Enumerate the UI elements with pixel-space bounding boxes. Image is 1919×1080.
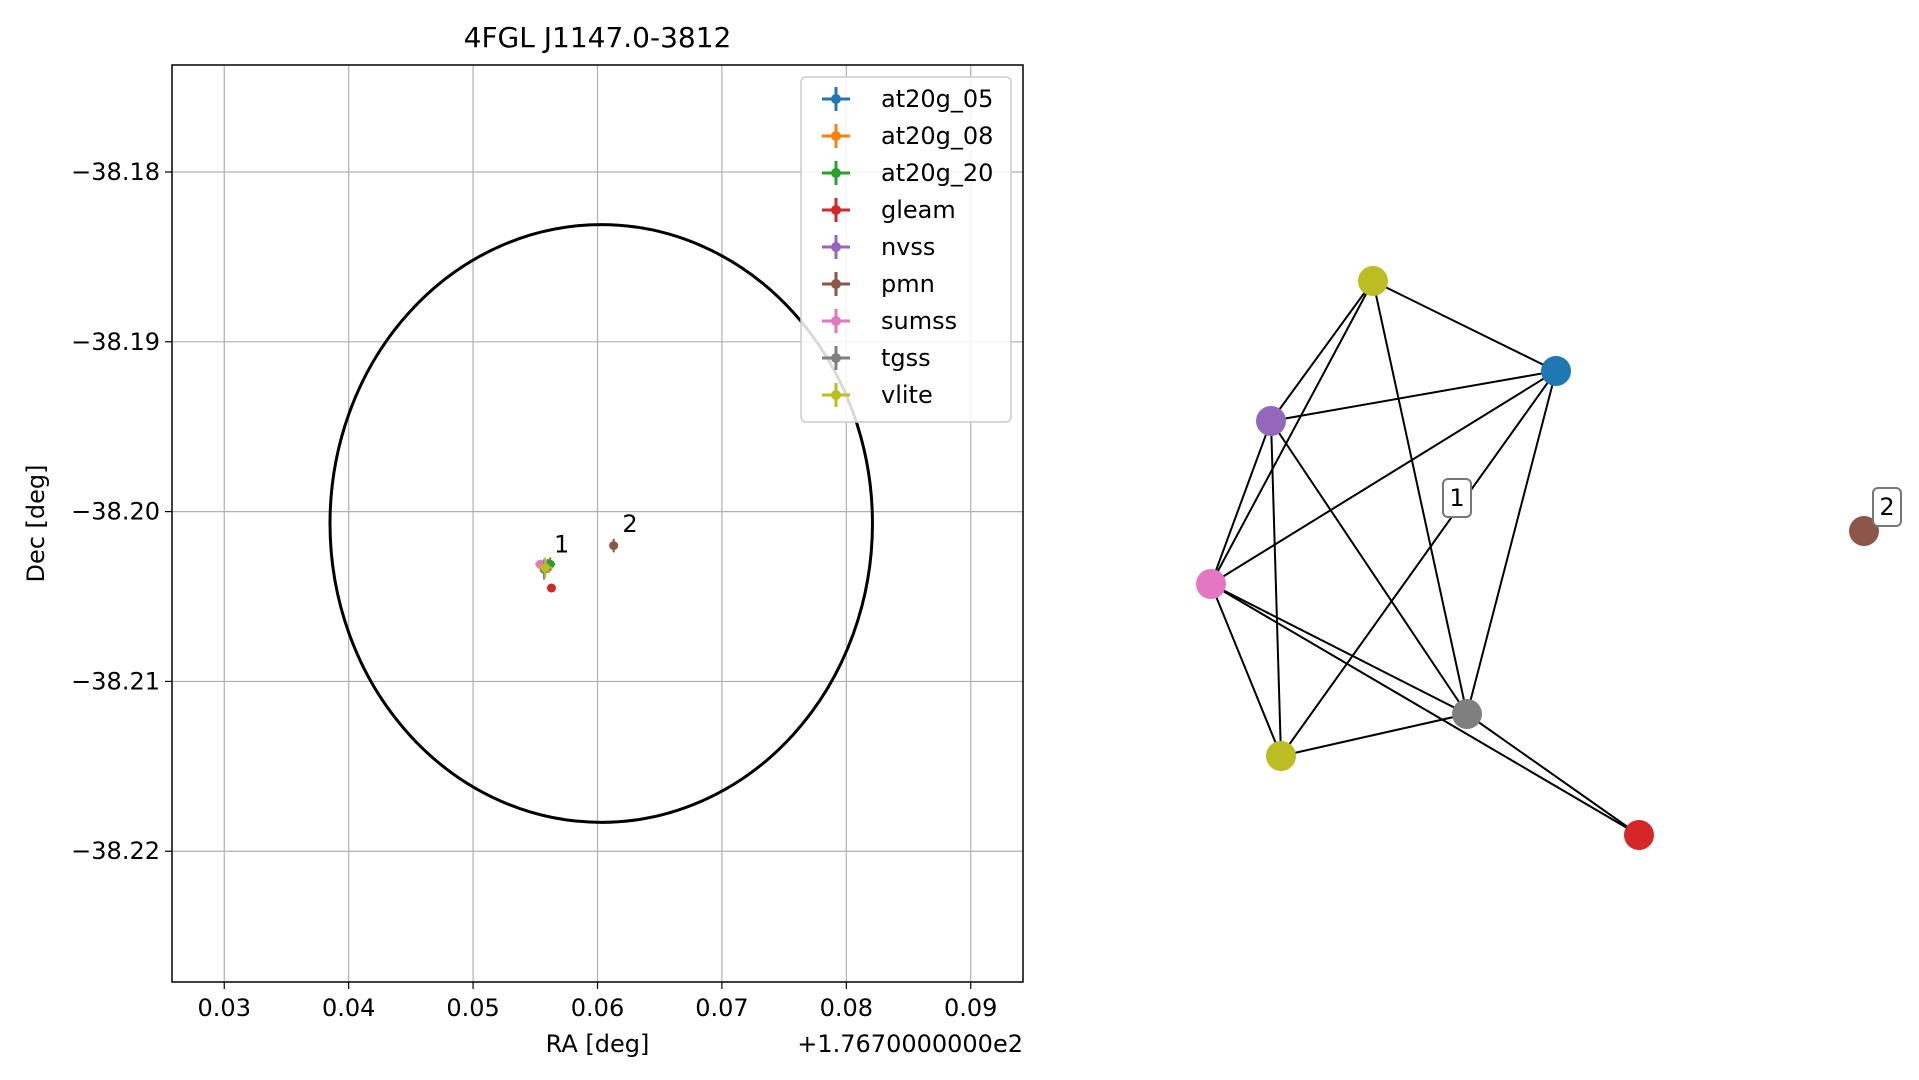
y-tick-label: −38.18 — [71, 158, 160, 186]
legend-label: at20g_08 — [881, 122, 993, 150]
x-axis-label: RA [deg] — [546, 1030, 650, 1058]
graph-node-nvss — [1256, 406, 1286, 436]
legend-marker-dot — [831, 94, 841, 104]
graph-node-pmn — [1849, 516, 1879, 546]
legend-box — [800, 76, 1012, 423]
sky-position-plot: 12 0.03 0.04 0.05 0.06 0.07 0.08 0.09−38.18−38… — [22, 21, 1024, 1058]
data-points — [535, 538, 619, 593]
legend-label: gleam — [881, 196, 956, 224]
legend-entry-nvss: nvss — [822, 233, 935, 261]
x-tick-label: 0.06 — [571, 994, 624, 1022]
point-marker — [540, 563, 550, 573]
graph-edge — [1466, 713, 1640, 836]
graph-node-at20g — [1541, 356, 1571, 386]
point-marker — [609, 541, 619, 551]
legend-marker-dot — [831, 279, 841, 289]
graph-node-vlite_b — [1266, 741, 1296, 771]
data-point-vlite — [537, 557, 553, 578]
legend-label: pmn — [881, 270, 935, 298]
uncertainty-ellipse — [328, 223, 874, 824]
legend-entry-pmn: pmn — [822, 270, 935, 298]
y-tick-label: −38.20 — [71, 498, 160, 526]
x-tick-label: 0.07 — [695, 994, 748, 1022]
group-label-box — [1442, 478, 1472, 518]
legend-marker-dot — [831, 168, 841, 178]
y-tick-label: −38.21 — [71, 667, 160, 695]
legend-entry-at20g_20: at20g_20 — [822, 159, 993, 187]
legend-marker-dot — [831, 242, 841, 252]
annotations: 12 — [554, 510, 638, 558]
graph-node-sumss — [1196, 569, 1226, 599]
legend-entry-at20g_05: at20g_05 — [822, 85, 993, 113]
y-tick-label: −38.22 — [71, 837, 160, 865]
graph-edge — [1372, 280, 1468, 715]
graph-edge — [1270, 280, 1374, 422]
x-tick-label: 0.09 — [944, 994, 997, 1022]
data-point-gleam — [546, 583, 556, 593]
group-label-1: 1 — [1442, 478, 1472, 518]
legend-entry-vlite: vlite — [822, 381, 933, 409]
uncertainty-ellipse-path — [328, 223, 874, 824]
graph-edge — [1210, 420, 1272, 585]
group-label-2: 2 — [1872, 487, 1902, 527]
chart-title: 4FGL J1147.0-3812 — [464, 21, 732, 54]
x-tick-label: 0.05 — [446, 994, 499, 1022]
legend-marker-dot — [831, 390, 841, 400]
point-marker — [546, 583, 556, 593]
point-annotation: 1 — [554, 530, 569, 558]
legend-label: vlite — [881, 381, 933, 409]
legend-label: at20g_20 — [881, 159, 993, 187]
legend-entry-tgss: tgss — [822, 344, 931, 372]
graph-node-gleam — [1624, 820, 1654, 850]
graph-edge — [1270, 420, 1468, 715]
graph-edge — [1270, 420, 1282, 757]
legend-label: at20g_05 — [881, 85, 993, 113]
legend-marker-dot — [831, 131, 841, 141]
legend-marker-dot — [831, 205, 841, 215]
graph-edge — [1210, 583, 1640, 836]
x-tick-label: 0.03 — [198, 994, 251, 1022]
legend-label: nvss — [881, 233, 935, 261]
legend-label: sumss — [881, 307, 957, 335]
graph-edge — [1270, 370, 1557, 422]
axis-ticks: 0.03 0.04 0.05 0.06 0.07 0.08 0.09 −38.18 −38.19… — [71, 158, 997, 1022]
legend-entry-at20g_08: at20g_08 — [822, 122, 993, 150]
graph-edge — [1280, 370, 1557, 757]
graph-nodes — [1196, 266, 1879, 850]
group-label-text: 2 — [1879, 493, 1894, 521]
graph-edge — [1372, 280, 1557, 372]
x-tick-label: 0.08 — [820, 994, 873, 1022]
legend-marker-dot — [831, 353, 841, 363]
graph-edge — [1466, 370, 1557, 715]
graph-edges — [1210, 280, 1640, 836]
graph-edge — [1210, 280, 1374, 585]
y-axis-label: Dec [deg] — [22, 464, 50, 582]
graph-node-tgss — [1452, 699, 1482, 729]
graph-node-vlite_a — [1358, 266, 1388, 296]
y-tick-label: −38.19 — [71, 328, 160, 356]
legend-label: tgss — [881, 344, 931, 372]
graph-edge — [1210, 583, 1468, 715]
legend-entry-gleam: gleam — [822, 196, 956, 224]
point-annotation: 2 — [622, 510, 637, 538]
data-point-pmn — [609, 538, 619, 553]
legend-entry-sumss: sumss — [822, 307, 957, 335]
x-tick-label: 0.04 — [322, 994, 375, 1022]
graph-edge — [1210, 370, 1557, 585]
group-label-box — [1872, 487, 1902, 527]
graph-edge — [1210, 583, 1282, 757]
graph-edge — [1280, 713, 1468, 757]
group-label-text: 1 — [1449, 484, 1464, 512]
x-axis-offset-label: +1.7670000000e2 — [797, 1030, 1023, 1058]
legend-marker-dot — [831, 316, 841, 326]
